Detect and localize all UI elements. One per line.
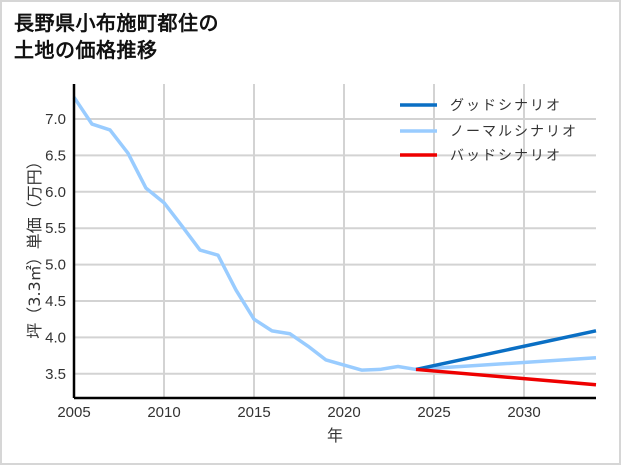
y-tick-label: 4.0 — [45, 329, 66, 346]
grid-lines — [74, 84, 596, 398]
legend-label: グッドシナリオ — [450, 98, 562, 114]
x-tick-label: 2005 — [57, 404, 90, 421]
x-axis-label: 年 — [327, 426, 343, 445]
series-lines — [72, 96, 597, 387]
chart-title: 長野県小布施町都住の 土地の価格推移 — [14, 10, 219, 64]
series-line — [72, 96, 597, 372]
y-tick-label: 6.5 — [45, 147, 66, 164]
x-tick-label: 2010 — [147, 404, 180, 421]
y-axis-label: 坪（3.3㎡）単価（万円） — [25, 153, 44, 338]
y-tick-label: 6.0 — [45, 184, 66, 201]
y-tick-label: 3.5 — [45, 366, 66, 383]
y-tick-label: 5.0 — [45, 257, 66, 274]
x-tick-label: 2020 — [327, 404, 360, 421]
chart-title-line-1: 長野県小布施町都住の — [14, 11, 219, 35]
x-tick-label: 2015 — [237, 404, 270, 421]
series-line — [415, 329, 597, 372]
x-tick-label: 2025 — [417, 404, 450, 421]
axes — [72, 84, 596, 400]
y-tick-label: 5.5 — [45, 220, 66, 237]
series-line — [415, 367, 597, 387]
legend-label: ノーマルシナリオ — [450, 124, 578, 140]
chart-title-line-2: 土地の価格推移 — [14, 38, 158, 62]
x-tick-label: 2030 — [507, 404, 540, 421]
y-tick-label: 7.0 — [45, 111, 66, 128]
legend-label: バッドシナリオ — [450, 148, 562, 164]
y-tick-label: 4.5 — [45, 293, 66, 310]
tick-labels: 3.5 4.0 4.5 5.0 5.5 6.0 6.5 7.0 2005 2010 2015 2020… — [45, 111, 541, 421]
